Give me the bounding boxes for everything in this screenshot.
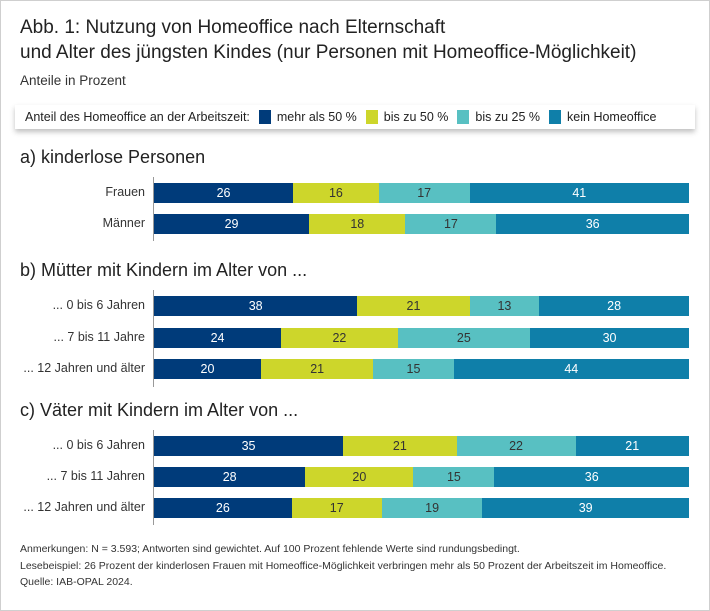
bar-segment: 22 — [456, 436, 576, 456]
bar-segment: 17 — [378, 183, 470, 203]
bar-segment: 26 — [154, 498, 292, 518]
legend-swatch — [365, 110, 378, 124]
row-label: ... 7 bis 11 Jahren — [46, 469, 145, 483]
row-label: Frauen — [105, 185, 145, 199]
group-title: a) kinderlose Personen — [20, 147, 206, 167]
bar-segment: 24 — [154, 327, 282, 348]
bar-segment: 38 — [154, 296, 358, 316]
row-label: ... 12 Jahren und älter — [23, 361, 145, 375]
legend-title: Anteil des Homeoffice an der Arbeitszeit… — [25, 110, 250, 124]
bar-segment: 17 — [405, 214, 497, 234]
chart-title: Abb. 1: Nutzung von Homeoffice nach Elte… — [20, 15, 700, 65]
bar-segment: 36 — [496, 214, 689, 234]
bar-segment: 29 — [154, 214, 310, 234]
row-label: Männer — [102, 216, 145, 230]
bar-segment: 20 — [305, 467, 414, 487]
chart-subtitle: Anteile in Prozent — [20, 73, 126, 88]
bar-segment: 13 — [469, 296, 540, 316]
row-label: ... 0 bis 6 Jahren — [52, 438, 145, 452]
note-source: Quelle: IAB-OPAL 2024. — [20, 576, 133, 588]
legend-item: bis zu 50 % — [365, 110, 449, 124]
category-axis — [153, 177, 154, 241]
bar-segment: 26 — [154, 183, 294, 203]
category-axis — [153, 430, 154, 525]
bar-segment: 39 — [482, 498, 689, 518]
legend-item: mehr als 50 % — [258, 110, 357, 124]
title-line-2: und Alter des jüngsten Kindes (nur Perso… — [20, 42, 637, 63]
bar-segment: 15 — [413, 467, 495, 487]
bar-segment: 20 — [154, 359, 261, 379]
legend-swatch — [549, 110, 562, 124]
legend-label: kein Homeoffice — [567, 110, 657, 124]
bar-segment: 21 — [357, 296, 470, 316]
group-title: b) Mütter mit Kindern im Alter von ... — [20, 260, 308, 280]
bar-segment: 17 — [291, 498, 382, 518]
legend-label: bis zu 50 % — [383, 110, 449, 124]
legend-swatch — [457, 110, 470, 124]
bar-segment: 36 — [494, 467, 689, 487]
legend-swatch — [258, 110, 271, 124]
bar-segment: 21 — [343, 436, 457, 456]
group-title: c) Väter mit Kindern im Alter von ... — [20, 400, 299, 420]
row-label: ... 7 bis 11 Jahre — [53, 329, 146, 344]
row-label: ... 0 bis 6 Jahren — [52, 298, 145, 312]
bar-segment: 35 — [154, 436, 344, 456]
note-annotations: Anmerkungen: N = 3.593; Antworten sind g… — [20, 543, 520, 555]
bar-segment: 21 — [261, 359, 374, 379]
legend-item: bis zu 25 % — [457, 110, 540, 124]
bar-segment: 18 — [309, 214, 406, 234]
legend: Anteil des Homeoffice an der Arbeitszeit… — [15, 105, 695, 129]
row-label: ... 12 Jahren und älter — [23, 500, 145, 514]
title-line-1: Abb. 1: Nutzung von Homeoffice nach Elte… — [20, 17, 446, 38]
category-axis — [153, 290, 154, 387]
bar-segment: 22 — [281, 327, 398, 348]
bar-segment: 28 — [539, 296, 689, 316]
notes: Anmerkungen: N = 3.593; Antworten sind g… — [20, 541, 666, 591]
bar-segment: 15 — [373, 359, 454, 379]
bar-segment: 41 — [469, 183, 689, 203]
bar-segment: 19 — [381, 498, 483, 518]
bar-segment: 16 — [293, 183, 379, 203]
legend-item: kein Homeoffice — [549, 110, 656, 124]
bar-segment: 30 — [530, 327, 689, 348]
bar-segment: 44 — [453, 359, 689, 379]
bar-segment: 28 — [154, 467, 306, 487]
legend-label: mehr als 50 % — [276, 110, 357, 124]
note-reading-example: Lesebeispiel: 26 Prozent der kinderlosen… — [20, 559, 667, 572]
bar-segment: 25 — [397, 327, 531, 348]
bar-segment: 21 — [575, 436, 689, 456]
legend-label: bis zu 25 % — [475, 110, 541, 124]
